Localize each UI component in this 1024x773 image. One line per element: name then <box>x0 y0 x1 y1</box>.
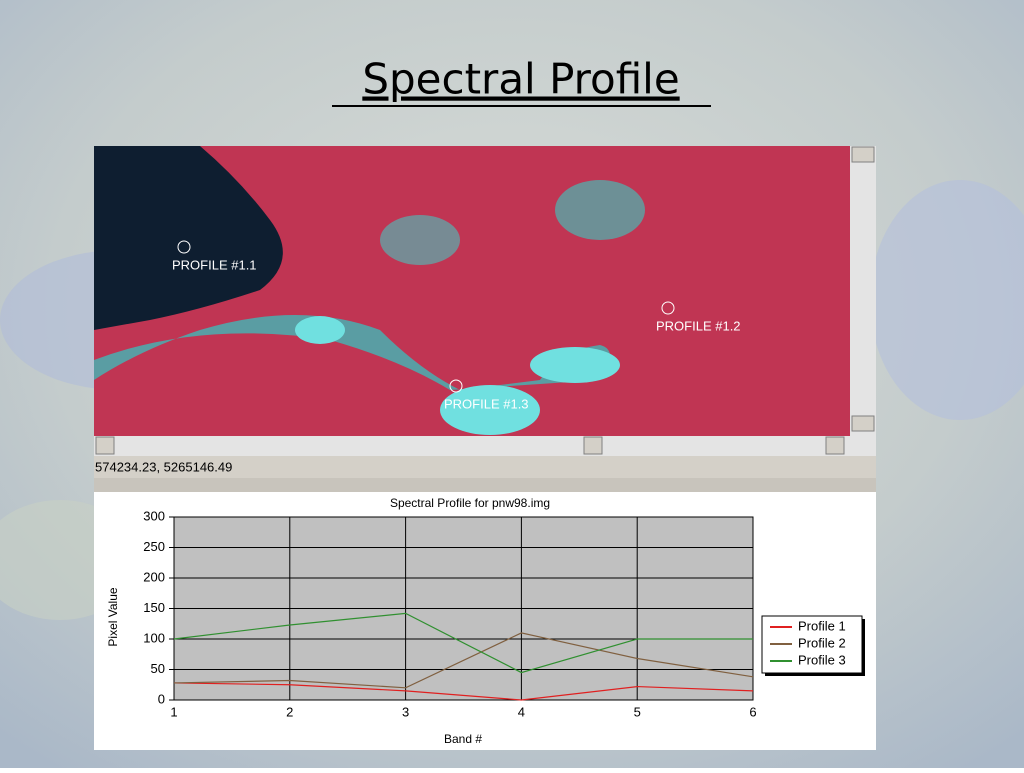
series-line <box>173 612 753 674</box>
marker-label: PROFILE #1.2 <box>656 318 741 333</box>
y-tick-label: 150 <box>143 600 165 615</box>
background-cloud <box>870 180 1024 420</box>
marker <box>661 301 675 315</box>
legend-label: Profile 1 <box>798 618 846 633</box>
scroll-down-button[interactable] <box>851 415 875 432</box>
urban-area <box>530 347 620 383</box>
y-tick-label: 250 <box>143 539 165 554</box>
series-line <box>173 682 754 701</box>
horizontal-scrollbar[interactable] <box>94 436 876 456</box>
plot-border <box>173 516 754 701</box>
coordinates: 574234.23, 5265146.49 <box>95 459 232 474</box>
chart-title: Spectral Profile for pnw98.img <box>390 496 550 510</box>
lake <box>94 146 283 330</box>
y-tick-label: 100 <box>143 630 165 645</box>
x-tick-label: 3 <box>402 704 409 719</box>
y-tick-label: 50 <box>151 661 165 676</box>
status-bar <box>94 456 876 478</box>
legend-label: Profile 2 <box>798 635 846 650</box>
marker <box>177 240 191 254</box>
urban-area <box>94 315 610 390</box>
x-tick-label: 1 <box>170 704 177 719</box>
marker-label: PROFILE #1.1 <box>172 257 257 272</box>
splitter <box>94 478 876 492</box>
scroll-thumb[interactable] <box>583 436 603 455</box>
scroll-left-button[interactable] <box>95 436 115 455</box>
scroll-up-button[interactable] <box>851 146 875 163</box>
vertical-scrollbar[interactable] <box>850 146 876 436</box>
marker-label: PROFILE #1.3 <box>444 396 529 411</box>
y-tick-label: 0 <box>158 691 165 706</box>
x-tick-label: 4 <box>518 704 525 719</box>
scroll-right-button[interactable] <box>825 436 845 455</box>
urban-area <box>440 385 540 435</box>
legend-label: Profile 3 <box>798 652 846 667</box>
image-viewer: PROFILE #1.1 PROFILE #1.2 PROFILE #1.3 5… <box>94 146 876 492</box>
urban-area <box>295 316 345 344</box>
x-tick-label: 2 <box>286 704 293 719</box>
y-axis-label: Pixel Value <box>106 587 120 646</box>
series-line <box>173 632 754 689</box>
x-tick-label: 6 <box>749 704 756 719</box>
marker <box>449 379 463 393</box>
y-tick-label: 200 <box>143 569 165 584</box>
x-axis-label: Band # <box>444 732 482 746</box>
x-tick-label: 5 <box>634 704 641 719</box>
urban-area <box>555 180 645 240</box>
urban-area <box>380 215 460 265</box>
slide-title: Spectral Profile <box>362 55 679 104</box>
y-tick-label: 300 <box>143 508 165 523</box>
chart: Spectral Profile for pnw98.img Band # Pi… <box>106 496 865 746</box>
